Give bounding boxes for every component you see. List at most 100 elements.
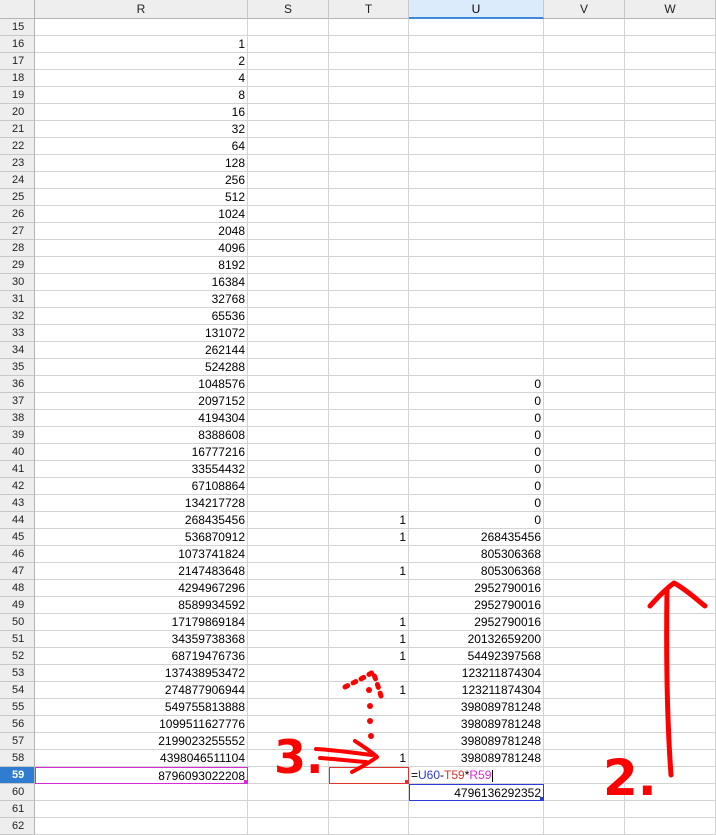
row-header[interactable]: 22 (0, 138, 35, 155)
cell-t[interactable]: 1 (329, 563, 409, 580)
cell-u[interactable]: 805306368 (409, 563, 544, 580)
cell-w[interactable] (625, 546, 716, 563)
row-header[interactable]: 61 (0, 801, 35, 818)
cell-u[interactable]: 54492397568 (409, 648, 544, 665)
cell-w[interactable] (625, 784, 716, 801)
cell-s[interactable] (248, 257, 329, 274)
cell-v[interactable] (544, 359, 625, 376)
cell-s[interactable] (248, 104, 329, 121)
cell-v[interactable] (544, 342, 625, 359)
cell-r[interactable]: 536870912 (35, 529, 248, 546)
cell-v[interactable] (544, 206, 625, 223)
cell-s[interactable] (248, 699, 329, 716)
cell-r[interactable] (35, 801, 248, 818)
cell-t[interactable] (329, 172, 409, 189)
cell-s[interactable] (248, 818, 329, 835)
reference-handle-r59[interactable] (244, 780, 248, 784)
cell-v[interactable] (544, 818, 625, 835)
cell-u[interactable]: 0 (409, 495, 544, 512)
cell-v[interactable] (544, 223, 625, 240)
cell-u[interactable] (409, 70, 544, 87)
cell-u[interactable] (409, 325, 544, 342)
cell-r[interactable]: 512 (35, 189, 248, 206)
cell-w[interactable] (625, 206, 716, 223)
row-header[interactable]: 51 (0, 631, 35, 648)
cell-u[interactable]: 0 (409, 427, 544, 444)
cell-v[interactable] (544, 563, 625, 580)
cell-w[interactable] (625, 308, 716, 325)
row-header[interactable]: 23 (0, 155, 35, 172)
cell-r[interactable]: 8796093022208 (35, 767, 248, 784)
cell-s[interactable] (248, 665, 329, 682)
cell-v[interactable] (544, 155, 625, 172)
cell-r[interactable]: 1048576 (35, 376, 248, 393)
cell-w[interactable] (625, 121, 716, 138)
cell-s[interactable] (248, 529, 329, 546)
cell-v[interactable] (544, 495, 625, 512)
row-header[interactable]: 39 (0, 427, 35, 444)
cell-w[interactable] (625, 580, 716, 597)
cell-u[interactable]: 0 (409, 410, 544, 427)
cell-s[interactable] (248, 308, 329, 325)
cell-t[interactable] (329, 733, 409, 750)
cell-u[interactable] (409, 342, 544, 359)
cell-t[interactable] (329, 325, 409, 342)
cell-r[interactable]: 33554432 (35, 461, 248, 478)
cell-u[interactable]: 123211874304 (409, 665, 544, 682)
row-header[interactable]: 47 (0, 563, 35, 580)
cell-s[interactable] (248, 240, 329, 257)
cell-u[interactable] (409, 189, 544, 206)
reference-handle-t59[interactable] (405, 780, 409, 784)
row-header[interactable]: 27 (0, 223, 35, 240)
cell-u[interactable]: 0 (409, 376, 544, 393)
row-header[interactable]: 24 (0, 172, 35, 189)
cell-s[interactable] (248, 801, 329, 818)
cell-u[interactable] (409, 818, 544, 835)
cell-s[interactable] (248, 172, 329, 189)
row-header[interactable]: 35 (0, 359, 35, 376)
cell-w[interactable] (625, 240, 716, 257)
cell-v[interactable] (544, 138, 625, 155)
cell-t[interactable] (329, 427, 409, 444)
cell-v[interactable] (544, 648, 625, 665)
cell-v[interactable] (544, 478, 625, 495)
cell-w[interactable] (625, 138, 716, 155)
cell-v[interactable] (544, 308, 625, 325)
cell-t[interactable] (329, 410, 409, 427)
cell-v[interactable] (544, 104, 625, 121)
cell-u[interactable] (409, 121, 544, 138)
cell-w[interactable] (625, 716, 716, 733)
cell-v[interactable] (544, 682, 625, 699)
row-header[interactable]: 28 (0, 240, 35, 257)
cell-w[interactable] (625, 427, 716, 444)
row-header[interactable]: 41 (0, 461, 35, 478)
cell-w[interactable] (625, 818, 716, 835)
row-header[interactable]: 56 (0, 716, 35, 733)
cell-v[interactable] (544, 529, 625, 546)
cell-s[interactable] (248, 53, 329, 70)
cell-u[interactable] (409, 274, 544, 291)
cell-w[interactable] (625, 189, 716, 206)
cell-u[interactable]: 805306368 (409, 546, 544, 563)
cell-u[interactable]: 2952790016 (409, 614, 544, 631)
cell-s[interactable] (248, 189, 329, 206)
cell-r[interactable]: 4194304 (35, 410, 248, 427)
cell-v[interactable] (544, 444, 625, 461)
cell-r[interactable]: 2199023255552 (35, 733, 248, 750)
cell-r[interactable] (35, 784, 248, 801)
cell-r[interactable]: 8192 (35, 257, 248, 274)
cell-w[interactable] (625, 325, 716, 342)
cell-u[interactable]: 0 (409, 461, 544, 478)
cell-t[interactable] (329, 665, 409, 682)
cell-w[interactable] (625, 87, 716, 104)
cell-r[interactable]: 256 (35, 172, 248, 189)
cell-s[interactable] (248, 478, 329, 495)
row-header[interactable]: 29 (0, 257, 35, 274)
cell-r[interactable]: 2048 (35, 223, 248, 240)
cell-t[interactable] (329, 444, 409, 461)
cell-t[interactable] (329, 291, 409, 308)
cell-w[interactable] (625, 733, 716, 750)
cell-t[interactable]: 1 (329, 682, 409, 699)
cell-r[interactable]: 8388608 (35, 427, 248, 444)
cell-w[interactable] (625, 223, 716, 240)
